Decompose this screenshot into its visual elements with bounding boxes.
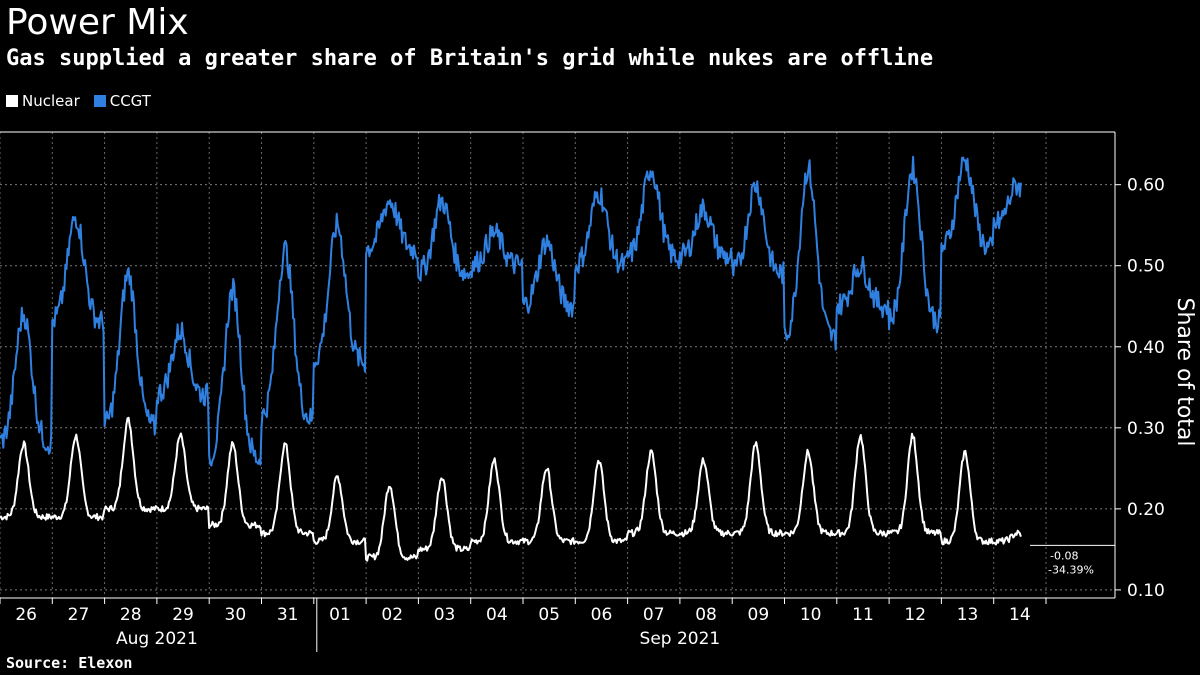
- x-tick-label: 14: [1009, 605, 1031, 625]
- x-tick-label: 13: [957, 605, 979, 625]
- y-tick-label: 0.30: [1127, 419, 1165, 439]
- x-tick-label: 28: [120, 605, 142, 625]
- x-tick-label: 03: [434, 605, 456, 625]
- month-label-sep: Sep 2021: [640, 629, 721, 649]
- x-tick-label: 05: [538, 605, 560, 625]
- legend-swatch-ccgt: [93, 95, 106, 107]
- legend: Nuclear CCGT: [6, 92, 151, 110]
- chart-title: Power Mix: [6, 2, 189, 43]
- x-tick-label: 29: [172, 605, 194, 625]
- month-label-aug: Aug 2021: [116, 629, 198, 649]
- y-tick-label: 0.20: [1127, 500, 1165, 520]
- y-axis-label: Share of total: [1172, 298, 1197, 447]
- source-note: Source: Elexon: [6, 654, 133, 672]
- x-tick-label: 26: [15, 605, 37, 625]
- series-layer: [0, 155, 1022, 562]
- x-tick-label: 30: [225, 605, 247, 625]
- x-tick-label: 31: [277, 605, 299, 625]
- legend-label-nuclear: Nuclear: [22, 92, 80, 110]
- series-line-nuclear: [0, 416, 1022, 562]
- annotation-percent: -34.39%: [1048, 563, 1094, 576]
- legend-label-ccgt: CCGT: [109, 92, 151, 110]
- grid-layer: [0, 132, 1115, 598]
- legend-item-ccgt: CCGT: [93, 92, 151, 110]
- chart-subtitle: Gas supplied a greater share of Britain'…: [6, 46, 934, 71]
- x-tick-label: 10: [800, 605, 822, 625]
- y-tick-label: 0.60: [1127, 176, 1165, 196]
- x-tick-label: 27: [68, 605, 90, 625]
- x-tick-label: 12: [904, 605, 926, 625]
- legend-swatch-nuclear: [6, 95, 18, 107]
- x-tick-label: 09: [748, 605, 770, 625]
- y-tick-label: 0.40: [1127, 338, 1165, 358]
- legend-item-nuclear: Nuclear: [6, 92, 80, 110]
- series-line-ccgt: [0, 155, 1022, 467]
- x-tick-label: 07: [643, 605, 665, 625]
- x-tick-label: 02: [381, 605, 403, 625]
- y-tick-label: 0.50: [1127, 257, 1165, 277]
- annotation-change: -0.08: [1050, 549, 1078, 562]
- x-tick-label: 01: [329, 605, 351, 625]
- x-tick-label: 08: [695, 605, 717, 625]
- axis-layer: 0.10 0.20 0.30 0.40 0.50 0.60 26 27 28 29 30 31 01 02…: [0, 131, 1165, 652]
- x-tick-label: 04: [486, 605, 508, 625]
- y-tick-label: 0.10: [1127, 581, 1165, 601]
- x-tick-label: 06: [591, 605, 613, 625]
- x-tick-label: 11: [852, 605, 874, 625]
